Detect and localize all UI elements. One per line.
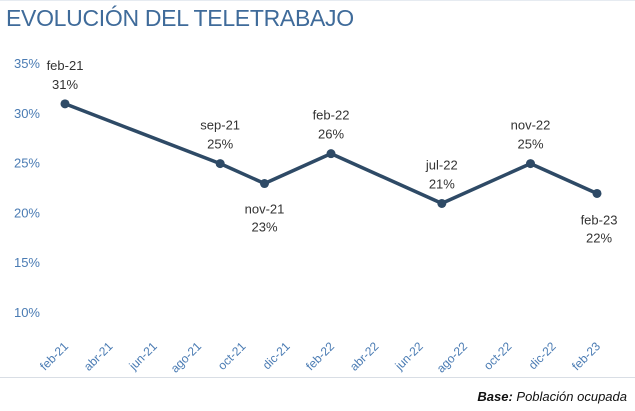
footer-note: Base: Población ocupada (477, 389, 627, 404)
line-chart: 10%15%20%25%30%35%feb-21 abr-21 jun-21 ago-… (14, 56, 618, 376)
y-tick-label: 25% (14, 156, 40, 171)
footer-base-value: Población ocupada (516, 389, 627, 404)
x-tick-label: abr-22 (347, 339, 382, 374)
x-tick-label: dic-21 (260, 339, 293, 372)
point-value-label: 26% (318, 127, 344, 142)
y-tick-label: 20% (14, 205, 40, 220)
x-tick-label: ago-22 (434, 339, 471, 376)
data-point (437, 198, 447, 208)
point-date-label: feb-23 (581, 212, 618, 227)
point-value-label: 31% (52, 77, 78, 92)
data-point (526, 159, 535, 169)
chart-container: EVOLUCIÓN DEL TELETRABAJO 10% 15% 20% 25% 30… (0, 0, 635, 378)
x-tick-label: jun-22 (392, 339, 426, 373)
x-tick-label: abr-21 (81, 339, 116, 374)
point-date-label: nov-21 (245, 202, 285, 217)
point-value-label: 21% (429, 176, 455, 191)
x-tick-label: jun-21 (126, 339, 160, 373)
point-value-label: 23% (251, 220, 277, 235)
x-tick-label: feb-22 (303, 339, 337, 373)
data-point (215, 159, 225, 169)
x-tick-label: feb-21 (37, 339, 71, 373)
x-tick-label: oct-21 (215, 339, 249, 373)
footer-base-label: Base: (477, 389, 513, 404)
point-date-label: feb-22 (313, 108, 350, 123)
x-tick-label: dic-22 (526, 339, 559, 372)
data-point (592, 188, 602, 198)
data-point (326, 149, 336, 159)
point-date-label: jul-22 (425, 157, 458, 172)
y-tick-label: 10% (14, 305, 40, 320)
point-value-label: 22% (586, 230, 612, 245)
y-tick-label: 15% (14, 255, 40, 270)
y-tick-label: 35% (14, 56, 40, 71)
chart-title: EVOLUCIÓN DEL TELETRABAJO (6, 5, 354, 31)
x-tick-label: ago-21 (168, 339, 205, 376)
point-date-label: sep-21 (200, 118, 240, 133)
point-date-label: feb-21 (47, 58, 84, 73)
x-tick-label: feb-23 (569, 339, 603, 373)
y-tick-label: 30% (14, 106, 40, 121)
point-value-label: 25% (517, 137, 543, 152)
data-point (60, 99, 70, 109)
x-tick-label: oct-22 (481, 339, 515, 373)
data-point (260, 179, 269, 189)
point-date-label: nov-22 (511, 118, 551, 133)
point-value-label: 25% (207, 137, 233, 152)
